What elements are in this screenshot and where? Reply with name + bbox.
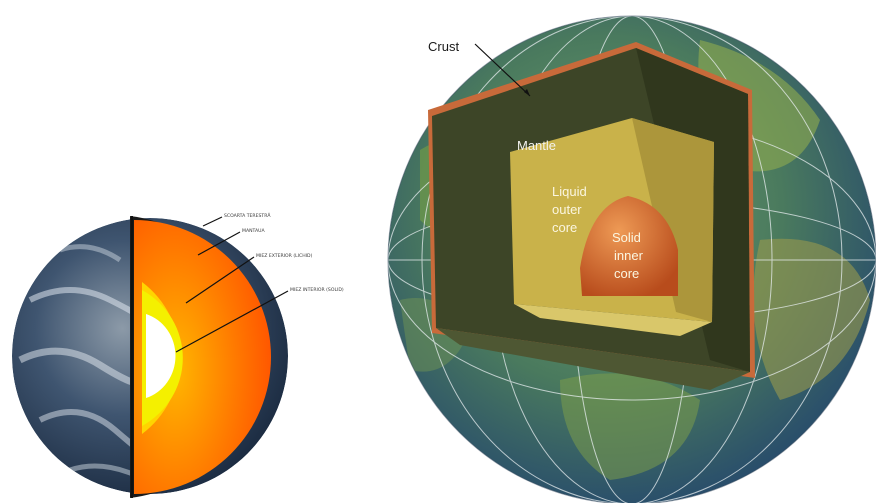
- label-mantle-ro: MANTAUA: [242, 228, 265, 234]
- label-crust-ro: SCOARTA TERESTRĂ: [224, 212, 271, 219]
- right-earth-cutaway: Crust Mantle Liquid outer core Solid inn…: [387, 15, 876, 503]
- left-mantle: [134, 220, 271, 494]
- inner-core-region: [580, 196, 678, 296]
- label-outer-core-ro: MIEZ EXTERIOR (LICHID): [256, 253, 313, 259]
- label-inner-core-ro: MIEZ INTERIOR (SOLID): [290, 287, 344, 293]
- svg-text:Liquid: Liquid: [552, 184, 587, 199]
- left-earth-cutaway: SCOARTA TERESTRĂ MANTAUA MIEZ EXTERIOR (…: [12, 212, 344, 498]
- label-mantle: Mantle: [517, 138, 556, 153]
- label-inner-core: Solid inner core: [612, 230, 644, 281]
- svg-text:inner: inner: [614, 248, 644, 263]
- label-crust: Crust: [428, 39, 459, 54]
- svg-text:core: core: [552, 220, 577, 235]
- label-outer-core: Liquid outer core: [552, 184, 587, 235]
- svg-text:outer: outer: [552, 202, 582, 217]
- svg-text:core: core: [614, 266, 639, 281]
- svg-text:Solid: Solid: [612, 230, 641, 245]
- left-inner-core: [146, 314, 176, 398]
